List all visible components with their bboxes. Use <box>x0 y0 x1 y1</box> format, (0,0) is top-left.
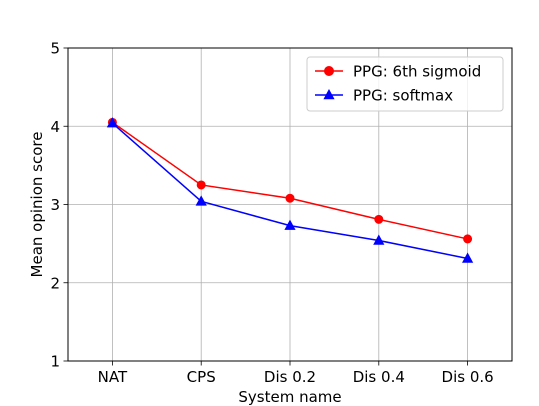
x-tick-label: NAT <box>98 368 128 386</box>
legend-marker-6th-sigmoid <box>324 66 334 76</box>
data-point <box>106 117 118 128</box>
data-point <box>196 180 206 190</box>
y-axis-label: Mean opinion score <box>28 132 46 278</box>
data-point <box>284 219 296 230</box>
axis-ticks: NAT CPS Dis 0.2 Dis 0.4 Dis 0.6 1 2 3 4 5 <box>50 40 493 387</box>
legend-box <box>306 56 504 112</box>
legend-label-softmax: PPG: softmax <box>353 87 453 105</box>
data-point <box>373 234 385 245</box>
x-tick-label: Dis 0.4 <box>353 368 405 386</box>
x-tick-label: Dis 0.2 <box>264 368 316 386</box>
legend-item-6th-sigmoid: PPG: 6th sigmoid <box>315 63 481 81</box>
data-point <box>195 195 207 206</box>
series-group <box>106 117 474 263</box>
data-point <box>462 252 474 263</box>
y-tick-label: 4 <box>50 118 60 136</box>
x-tick-label: CPS <box>187 368 216 386</box>
legend-label-6th-sigmoid: PPG: 6th sigmoid <box>353 63 481 81</box>
y-tick-label: 2 <box>50 274 60 292</box>
y-tick-label: 3 <box>50 196 60 214</box>
y-tick-label: 1 <box>50 353 60 371</box>
data-point <box>374 214 384 224</box>
series-ppg-softmax <box>106 117 474 263</box>
legend-marker-softmax <box>323 88 335 100</box>
x-tick-label: Dis 0.6 <box>442 368 494 386</box>
data-point <box>285 193 295 203</box>
y-tick-label: 5 <box>50 40 60 58</box>
legend: PPG: 6th sigmoid PPG: softmax <box>306 56 504 112</box>
data-point <box>463 234 473 244</box>
legend-item-softmax: PPG: softmax <box>315 87 453 105</box>
x-axis-label: System name <box>238 388 341 406</box>
